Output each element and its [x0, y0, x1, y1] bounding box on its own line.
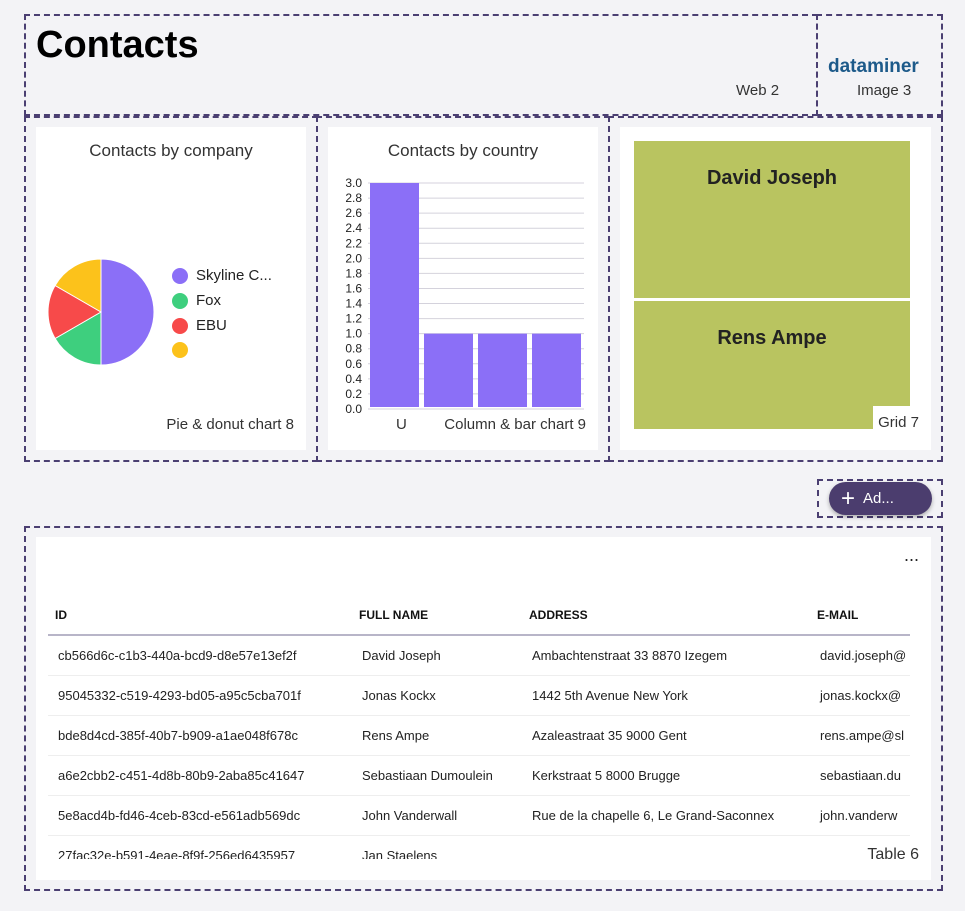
- image-label: Image 3: [857, 82, 912, 99]
- table-cell: 1442 5th Avenue New York: [522, 675, 810, 716]
- add-button-component: [817, 479, 943, 518]
- table-cell: [522, 835, 810, 859]
- legend-item[interactable]: EBU: [172, 317, 227, 335]
- table-cell: bde8d4cd-385f-40b7-b909-a1ae048f678c: [48, 715, 352, 756]
- table-row[interactable]: 27fac32e-b591-4eae-8f9f-256ed6435957 Jan …: [48, 835, 910, 859]
- bar[interactable]: [478, 333, 527, 407]
- bar[interactable]: [424, 333, 473, 407]
- add-button[interactable]: + Ad...: [829, 482, 932, 515]
- legend-label: EBU: [196, 317, 227, 334]
- table-cell: rens.ampe@sl: [810, 715, 910, 756]
- y-tick-label: 1.4: [345, 297, 362, 311]
- legend-item[interactable]: Fox: [172, 292, 221, 310]
- table-row[interactable]: a6e2cbb2-c451-4d8b-80b9-2aba85c41647 Seba…: [48, 755, 910, 796]
- table-component: [24, 526, 943, 891]
- bar-footer: Column & bar chart 9: [444, 416, 586, 433]
- table-cell: [810, 835, 910, 859]
- plus-icon: +: [841, 484, 856, 512]
- table-footer: Table 6: [867, 846, 919, 863]
- y-tick-label: 0.8: [345, 342, 362, 356]
- bar[interactable]: [370, 183, 419, 407]
- column-header[interactable]: ID: [48, 595, 352, 636]
- y-tick-label: 1.8: [345, 266, 362, 280]
- table-cell: Kerkstraat 5 8000 Brugge: [522, 755, 810, 796]
- table-cell: Rens Ampe: [352, 715, 522, 756]
- y-tick-label: 1.2: [345, 312, 362, 326]
- legend-swatch: [172, 293, 188, 309]
- legend-item[interactable]: [172, 342, 196, 358]
- table-cell: Azaleastraat 35 9000 Gent: [522, 715, 810, 756]
- legend-swatch: [172, 342, 188, 358]
- grid-card: David Joseph Rens Ampe Grid 7: [620, 127, 931, 450]
- grid-component: [608, 116, 943, 462]
- y-tick-label: 3.0: [345, 176, 362, 190]
- table-cell: sebastiaan.du: [810, 755, 910, 796]
- y-tick-label: 2.4: [345, 221, 362, 235]
- pie-slice[interactable]: [54, 258, 102, 313]
- table-row[interactable]: bde8d4cd-385f-40b7-b909-a1ae048f678c Rens…: [48, 715, 910, 756]
- tile-label: David Joseph: [706, 167, 838, 189]
- pie-slice[interactable]: [47, 284, 103, 340]
- legend-swatch: [172, 268, 188, 284]
- bar[interactable]: [532, 333, 581, 407]
- legend-label: Fox: [196, 292, 222, 309]
- table-cell: 27fac32e-b591-4eae-8f9f-256ed6435957: [48, 835, 352, 859]
- column-header[interactable]: E-MAIL: [810, 595, 910, 636]
- y-tick-label: 0.6: [345, 357, 362, 371]
- bar-chart: 0.00.20.40.60.81.01.21.41.61.82.02.22.42…: [345, 176, 584, 415]
- column-header[interactable]: FULL NAME: [352, 595, 522, 636]
- table-cell: 95045332-c519-4293-bd05-a95c5cba701f: [48, 675, 352, 716]
- legend-item[interactable]: Skyline C...: [172, 267, 272, 285]
- column-header[interactable]: ADDRESS: [522, 595, 810, 636]
- pie-chart: [47, 258, 155, 366]
- y-tick-label: 2.0: [345, 251, 362, 265]
- legend-label: Skyline C...: [196, 267, 272, 284]
- more-menu-button[interactable]: ...: [903, 545, 919, 565]
- legend-swatch: [172, 318, 188, 334]
- y-tick-label: 2.2: [345, 236, 362, 250]
- tile-label: Rens Ampe: [717, 327, 827, 349]
- grid-tile[interactable]: Rens Ampe: [634, 301, 910, 429]
- table-row[interactable]: 5e8acd4b-fd46-4ceb-83cd-e561adb569dc John…: [48, 795, 910, 836]
- table-card: ... ID FULL NAME ADDRESS E-MAIL cb566d6c-c1b…: [36, 537, 931, 880]
- contacts-table: ID FULL NAME ADDRESS E-MAIL cb566d6c-c1b3-44…: [48, 595, 910, 859]
- table-cell: john.vanderw: [810, 795, 910, 836]
- bar-card: Contacts by country 0.0 0.2 0.4 0.6 0.8 1.0 1.…: [328, 127, 598, 450]
- web-label: Web 2: [736, 82, 780, 99]
- pie-title: Contacts by company: [89, 141, 253, 160]
- pie-card: Contacts by company Skyline C... Fox EBU P…: [36, 127, 306, 450]
- table-cell: Jonas Kockx: [352, 675, 522, 716]
- table-cell: Ambachtenstraat 33 8870 Izegem: [522, 635, 810, 676]
- image-component: [816, 14, 943, 116]
- table-cell: Jan Staelens: [352, 835, 522, 859]
- pie-footer: Pie & donut chart 8: [166, 416, 294, 433]
- y-tick-label: 0.2: [345, 387, 362, 401]
- table-cell: David Joseph: [352, 635, 522, 676]
- table-cell: Sebastiaan Dumoulein: [352, 755, 522, 796]
- dataminer-logo: dataminer: [828, 56, 919, 77]
- table-cell: a6e2cbb2-c451-4d8b-80b9-2aba85c41647: [48, 755, 352, 796]
- table-cell: John Vanderwall: [352, 795, 522, 836]
- table-cell: 5e8acd4b-fd46-4ceb-83cd-e561adb569dc: [48, 795, 352, 836]
- y-tick-label: 1.0: [345, 327, 362, 341]
- table-cell: david.joseph@: [810, 635, 910, 676]
- table-row[interactable]: cb566d6c-c1b3-440a-bcd9-d8e57e13ef2f Davi…: [48, 635, 910, 676]
- pie-slice[interactable]: [100, 258, 155, 366]
- bar-title: Contacts by country: [387, 141, 539, 160]
- page-title: Contacts: [36, 24, 199, 66]
- y-tick-label: 0.4: [345, 372, 362, 386]
- grid-tile[interactable]: David Joseph: [634, 141, 910, 298]
- y-tick-label: 2.8: [345, 191, 362, 205]
- y-tick-label: 0.0: [345, 402, 362, 415]
- y-tick-label: 2.6: [345, 206, 362, 220]
- table-cell: Rue de la chapelle 6, Le Grand-Saconnex: [522, 795, 810, 836]
- table-row[interactable]: 95045332-c519-4293-bd05-a95c5cba701f Jona…: [48, 675, 910, 716]
- grid-footer: Grid 7: [873, 406, 931, 432]
- pie-slice[interactable]: [54, 311, 102, 366]
- table-cell: jonas.kockx@: [810, 675, 910, 716]
- table-cell: cb566d6c-c1b3-440a-bcd9-d8e57e13ef2f: [48, 635, 352, 676]
- axis-cut-label: U: [396, 416, 407, 433]
- y-tick-label: 1.6: [345, 281, 362, 295]
- add-button-label: Ad...: [863, 490, 894, 507]
